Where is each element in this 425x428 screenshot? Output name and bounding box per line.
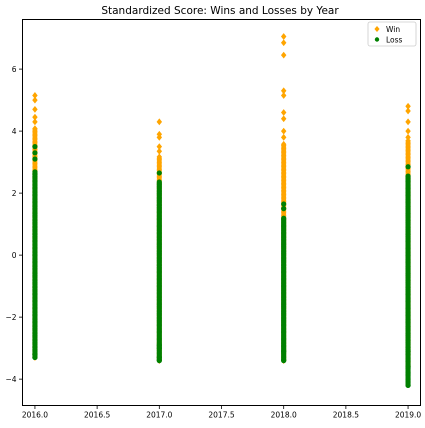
point-win bbox=[156, 153, 163, 161]
point-win bbox=[32, 92, 38, 99]
point-win bbox=[156, 143, 163, 151]
point-win bbox=[405, 127, 411, 135]
point-win bbox=[156, 118, 163, 126]
point-win bbox=[280, 109, 287, 116]
x-tick-label: 2019.0 bbox=[395, 411, 421, 420]
point-win bbox=[280, 133, 287, 141]
point-win bbox=[32, 118, 38, 126]
point-loss bbox=[156, 170, 162, 176]
point-win bbox=[280, 92, 287, 99]
y-tick-label: 4 bbox=[12, 127, 17, 136]
point-loss bbox=[405, 364, 411, 370]
data-marks bbox=[32, 33, 411, 388]
point-win bbox=[280, 115, 287, 123]
x-tick-label: 2017.0 bbox=[146, 411, 172, 420]
point-win bbox=[280, 33, 287, 40]
series-loss bbox=[32, 144, 411, 388]
point-loss bbox=[32, 156, 38, 162]
x-tick-label: 2018.0 bbox=[271, 411, 297, 420]
point-loss bbox=[156, 342, 162, 348]
y-tick-label: 2 bbox=[12, 189, 17, 198]
legend: Win Loss bbox=[367, 21, 417, 47]
x-tick-label: 2016.0 bbox=[22, 411, 48, 420]
point-loss bbox=[281, 201, 287, 207]
point-win bbox=[156, 147, 163, 155]
point-win bbox=[280, 87, 287, 95]
x-tick-label: 2016.5 bbox=[84, 411, 110, 420]
point-win bbox=[156, 133, 163, 141]
point-win bbox=[32, 96, 38, 104]
y-tick-label: 0 bbox=[12, 251, 17, 260]
point-loss bbox=[281, 357, 287, 364]
point-win bbox=[32, 113, 38, 121]
legend-marker-loss bbox=[374, 37, 380, 42]
series-win bbox=[32, 33, 411, 371]
point-win bbox=[32, 106, 38, 113]
y-tick-label: 6 bbox=[12, 65, 17, 74]
point-win bbox=[405, 133, 411, 141]
point-win bbox=[32, 125, 38, 133]
point-loss bbox=[405, 382, 411, 388]
legend-label-win: Win bbox=[386, 25, 400, 34]
x-tick-label: 2017.5 bbox=[208, 411, 234, 420]
y-tick-label: −4 bbox=[5, 375, 16, 384]
point-loss bbox=[32, 150, 38, 156]
legend-label-loss: Loss bbox=[386, 36, 403, 45]
legend-marker-win bbox=[374, 26, 380, 32]
point-win bbox=[280, 51, 287, 59]
y-tick-label: −2 bbox=[5, 313, 16, 322]
legend-box bbox=[367, 21, 417, 47]
point-loss bbox=[281, 348, 287, 354]
point-win bbox=[280, 140, 287, 148]
point-loss bbox=[281, 206, 287, 212]
point-loss bbox=[281, 215, 287, 221]
point-loss bbox=[32, 144, 38, 150]
point-loss bbox=[156, 179, 162, 185]
point-loss bbox=[156, 357, 162, 364]
point-win bbox=[405, 102, 411, 110]
plot-frame bbox=[22, 19, 421, 406]
point-loss bbox=[405, 164, 411, 170]
point-win bbox=[280, 39, 287, 47]
chart-title: Standardized Score: Wins and Losses by Y… bbox=[101, 5, 339, 17]
point-win bbox=[280, 127, 287, 135]
point-win bbox=[405, 137, 411, 145]
point-win bbox=[405, 107, 411, 115]
point-loss bbox=[405, 370, 411, 376]
point-loss bbox=[405, 173, 411, 179]
point-loss bbox=[32, 169, 38, 175]
point-loss bbox=[405, 348, 411, 354]
x-tick-label: 2018.5 bbox=[333, 411, 359, 420]
x-axis: 2016.0 2016.5 2017.0 2017.5 2018.0 2018.5 2019… bbox=[22, 405, 421, 420]
point-loss bbox=[32, 354, 38, 361]
point-win bbox=[405, 118, 411, 126]
y-axis: −4 −2 0 2 4 6 bbox=[5, 65, 23, 384]
